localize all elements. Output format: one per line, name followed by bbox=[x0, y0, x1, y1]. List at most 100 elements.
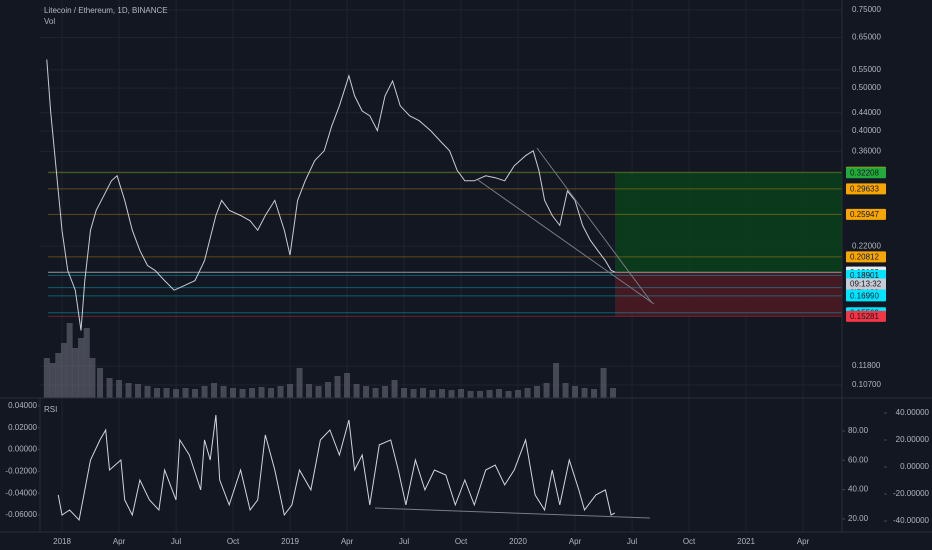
volume-bar bbox=[562, 383, 569, 398]
volume-bar bbox=[230, 388, 237, 398]
volume-bar bbox=[43, 358, 50, 398]
left-tick-label: 0.04000 bbox=[8, 401, 37, 410]
price-marker-label: 0.15281 bbox=[850, 312, 879, 321]
volume-bar bbox=[325, 382, 332, 398]
x-tick-label: Oct bbox=[683, 537, 696, 546]
volume-bar bbox=[391, 380, 398, 398]
x-tick-label: Jul bbox=[399, 537, 409, 546]
x-tick-label: 2018 bbox=[53, 537, 71, 546]
x-tick-label: Apr bbox=[797, 537, 810, 546]
volume-bar bbox=[448, 390, 455, 398]
volume-bar bbox=[467, 391, 474, 398]
volume-bar bbox=[439, 389, 446, 398]
volume-bar bbox=[306, 384, 313, 398]
trend-line bbox=[536, 147, 653, 304]
volume-bar bbox=[486, 390, 493, 398]
price-marker bbox=[846, 290, 886, 302]
left-tick-label: -0.06000 bbox=[5, 510, 37, 519]
volume-bar bbox=[125, 383, 132, 398]
price-marker-label: 0.16990 bbox=[850, 292, 879, 301]
y-tick-label: 0.75000 bbox=[852, 5, 881, 14]
volume-bar bbox=[477, 391, 484, 398]
x-tick-label: Jul bbox=[627, 537, 637, 546]
price-marker bbox=[846, 269, 886, 281]
price-marker-label: 0.29633 bbox=[850, 184, 879, 193]
volume-bar bbox=[401, 388, 408, 398]
rsi-trend-line bbox=[374, 507, 651, 519]
x-tick-label: Apr bbox=[113, 537, 126, 546]
x-tick-label: Apr bbox=[569, 537, 582, 546]
price-line bbox=[46, 59, 616, 331]
volume-bar bbox=[581, 388, 588, 398]
volume-bar bbox=[78, 338, 85, 398]
volume-bar bbox=[553, 363, 560, 398]
volume-bar bbox=[173, 389, 180, 398]
x-tick-label: 2021 bbox=[737, 537, 755, 546]
x-tick-label: 2019 bbox=[281, 537, 299, 546]
volume-bar bbox=[201, 386, 208, 398]
volume-bar bbox=[287, 384, 294, 398]
volume-bar bbox=[363, 386, 370, 398]
volume-bar bbox=[249, 388, 256, 398]
x-tick-label: Oct bbox=[227, 537, 240, 546]
volume-bar bbox=[534, 386, 541, 398]
axis-layer: 2018 Apr Jul Oct 2019 Apr Jul Oct 2020 Apr Jul Oct 2… bbox=[5, 5, 929, 546]
x-tick-label: Jul bbox=[171, 537, 181, 546]
rsi-tick-label: 20.00 bbox=[848, 514, 869, 523]
volume-bar bbox=[211, 383, 218, 398]
rsi-tick-label: 40.00 bbox=[848, 485, 869, 494]
volume-bar bbox=[135, 384, 142, 398]
y2-tick-label: 40.00000 bbox=[896, 408, 930, 417]
y-tick-label: 0.11800 bbox=[852, 361, 881, 370]
y2-tick-label: 20.00000 bbox=[896, 435, 930, 444]
volume-bar bbox=[372, 388, 379, 398]
left-tick-label: 0.00000 bbox=[8, 445, 37, 454]
volume-bar bbox=[315, 386, 322, 398]
price-marker bbox=[846, 183, 886, 195]
trend-line bbox=[477, 179, 655, 305]
left-tick-label: 0.02000 bbox=[8, 423, 37, 432]
rsi-label: RSI bbox=[44, 405, 57, 414]
y-tick-label: 0.40000 bbox=[852, 126, 881, 135]
y-tick-label: 0.50000 bbox=[852, 83, 881, 92]
volume-bar bbox=[239, 389, 246, 398]
loss-zone bbox=[614, 272, 842, 317]
volume-bar bbox=[192, 389, 199, 398]
left-tick-label: -0.04000 bbox=[5, 488, 37, 497]
price-marker bbox=[846, 251, 886, 263]
volume-bar bbox=[429, 390, 436, 398]
price-marker bbox=[846, 310, 886, 322]
volume-bar bbox=[591, 389, 598, 398]
volume-bar bbox=[66, 323, 73, 398]
volume-label: Vol bbox=[44, 17, 55, 26]
volume-bar bbox=[72, 348, 79, 398]
volume-bar bbox=[49, 363, 56, 398]
profit-zone bbox=[614, 172, 842, 273]
left-tick-label: -0.02000 bbox=[5, 466, 37, 475]
y2-tick-label: 0.00000 bbox=[900, 462, 929, 471]
volume-bar bbox=[268, 388, 275, 398]
y-tick-label: 0.55000 bbox=[852, 65, 881, 74]
x-tick-label: Oct bbox=[455, 537, 468, 546]
y-tick-label: 0.44000 bbox=[852, 108, 881, 117]
price-marker-label: 0.25947 bbox=[850, 210, 879, 219]
volume-bar bbox=[296, 368, 303, 398]
chart-title: Litecoin / Ethereum, 1D, BINANCE bbox=[44, 6, 168, 15]
price-marker-label: 0.20812 bbox=[850, 252, 879, 261]
y-tick-label: 0.36000 bbox=[852, 146, 881, 155]
volume-bar bbox=[144, 386, 151, 398]
y2-tick-label: -20.00000 bbox=[893, 489, 930, 498]
volume-bar bbox=[97, 368, 104, 398]
volume-bar bbox=[154, 388, 161, 398]
marks-layer bbox=[43, 59, 617, 522]
y-tick-label: 0.10700 bbox=[852, 380, 881, 389]
y-tick-label: 0.22000 bbox=[852, 241, 881, 250]
volume-bar bbox=[572, 386, 579, 398]
volume-bar bbox=[277, 386, 284, 398]
rsi-tick-label: 80.00 bbox=[848, 426, 869, 435]
countdown: 09:13:32 bbox=[850, 280, 882, 289]
volume-bar bbox=[220, 386, 227, 398]
volume-bar bbox=[60, 343, 67, 398]
volume-bar bbox=[505, 391, 512, 398]
